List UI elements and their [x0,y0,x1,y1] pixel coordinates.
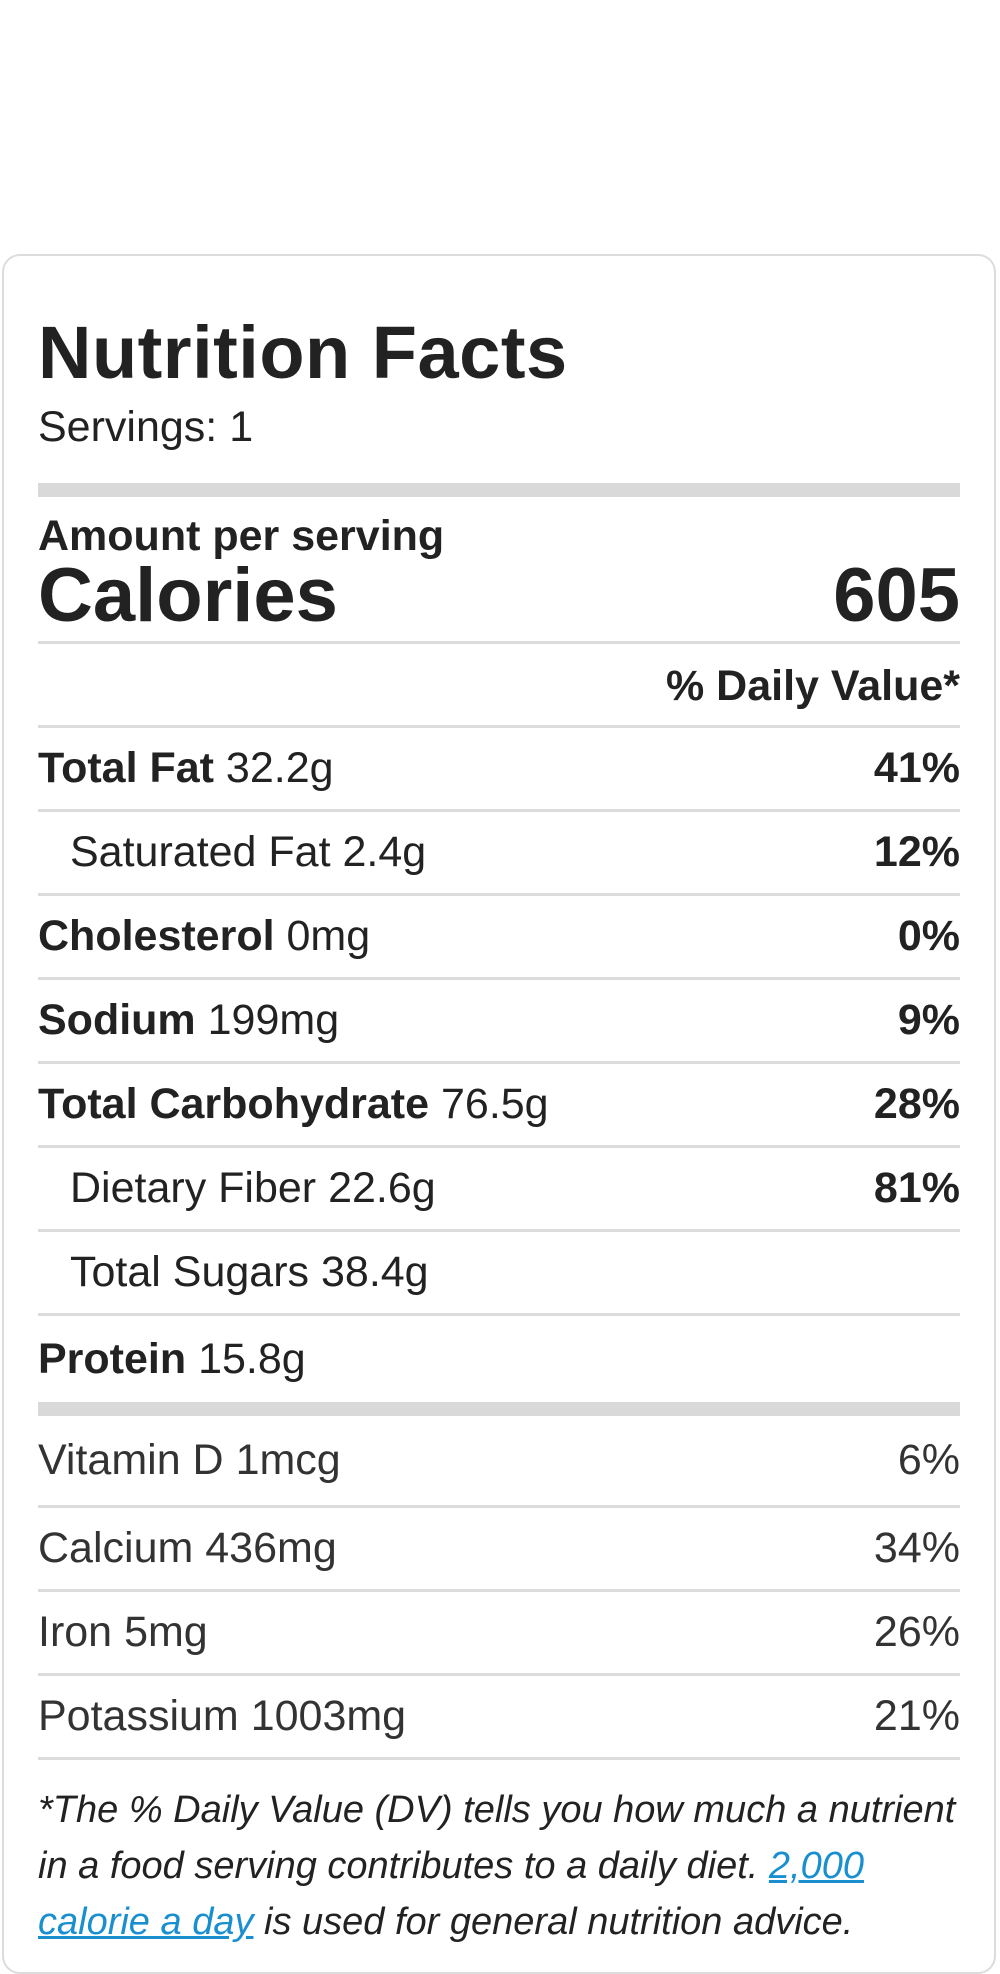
vitamin-row-vitamin-d: Vitamin D 1mcg 6% [38,1416,960,1508]
vitamin-amount: 5mg [124,1608,208,1656]
nutrient-row-cholesterol: Cholesterol 0mg 0% [38,896,960,980]
daily-value-header: % Daily Value* [38,644,960,728]
nutrient-name: Protein [38,1334,187,1383]
nutrient-dv: 12% [873,828,960,876]
nutrient-name: Total Carbohydrate [38,1080,430,1128]
calories-value: 605 [833,553,960,638]
vitamin-amount: 1003mg [250,1692,407,1740]
nutrient-name: Dietary Fiber [70,1164,317,1212]
label-title: Nutrition Facts [38,311,568,394]
vitamin-row-potassium: Potassium 1003mg 21% [38,1676,960,1760]
vitamin-name: Iron [38,1608,113,1656]
nutrient-name: Cholesterol [38,912,275,960]
vitamin-name: Calcium [38,1524,194,1572]
nutrient-amount: 76.5g [440,1080,549,1128]
nutrient-row-saturated-fat: Saturated Fat 2.4g 12% [38,812,960,896]
nutrient-dv: 81% [873,1164,960,1212]
daily-value-footnote: *The % Daily Value (DV) tells you how mu… [38,1782,960,1950]
nutrient-row-total-sugars: Total Sugars 38.4g [38,1232,960,1316]
nutrient-row-protein: Protein 15.8g [38,1316,960,1402]
nutrient-amount: 199mg [207,996,340,1044]
nutrient-name: Sodium [38,996,196,1044]
nutrient-dv: 9% [897,996,960,1044]
amount-per-serving: Amount per serving [38,512,445,560]
thick-divider [38,1402,960,1416]
nutrient-dv: 41% [873,744,960,792]
nutrient-row-total-fat: Total Fat 32.2g 41% [38,728,960,812]
vitamin-name: Vitamin D [38,1436,224,1484]
footnote-text-end: is used for general nutrition advice. [253,1901,854,1943]
vitamin-amount: 436mg [205,1524,337,1572]
thick-divider [38,483,960,497]
nutrient-name: Saturated Fat [70,828,331,876]
vitamin-row-calcium: Calcium 436mg 34% [38,1508,960,1592]
nutrition-label: Nutrition Facts Servings: 1 Amount per s… [2,254,996,1974]
nutrient-amount: 2.4g [342,828,427,876]
calorie-link[interactable]: 2,000 calorie a day [38,1845,864,1943]
nutrient-dv: 0% [897,912,960,960]
nutrient-row-sodium: Sodium 199mg 9% [38,980,960,1064]
servings: Servings: 1 [38,403,254,451]
vitamin-dv: 6% [897,1436,960,1484]
nutrient-row-dietary-fiber: Dietary Fiber 22.6g 81% [38,1148,960,1232]
nutrient-row-total-carbohydrate: Total Carbohydrate 76.5g 28% [38,1064,960,1148]
nutrient-name: Total Sugars [70,1248,310,1296]
vitamin-dv: 26% [873,1608,960,1656]
vitamin-amount: 1mcg [235,1436,341,1484]
calories-label: Calories [38,553,338,638]
nutrient-amount: 38.4g [320,1248,429,1296]
nutrient-amount: 22.6g [328,1164,436,1212]
nutrient-dv: 28% [873,1080,960,1128]
vitamin-name: Potassium [38,1692,239,1740]
nutrient-amount: 0mg [286,912,371,960]
footnote-text: *The % Daily Value (DV) tells you how mu… [38,1789,956,1887]
calories-row: Calories 605 [38,558,960,644]
nutrient-amount: 15.8g [198,1334,306,1383]
vitamin-dv: 34% [873,1524,960,1572]
vitamin-row-iron: Iron 5mg 26% [38,1592,960,1676]
nutrient-name: Total Fat [38,744,214,792]
nutrient-amount: 32.2g [225,744,334,792]
vitamin-dv: 21% [873,1692,960,1740]
